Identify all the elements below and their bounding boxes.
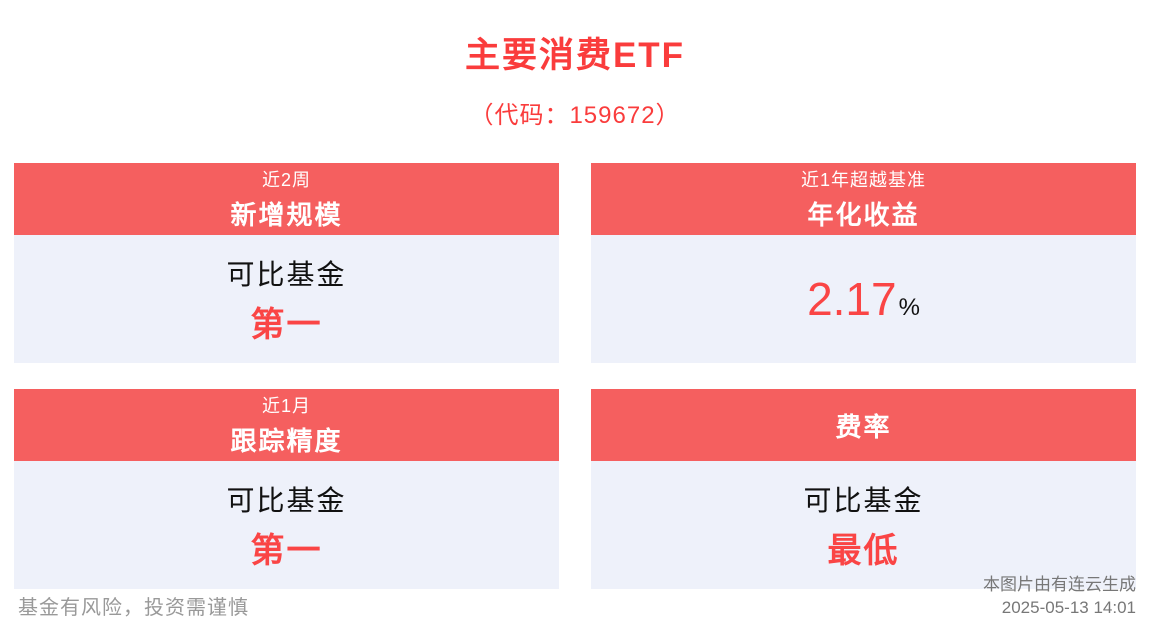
card-tracking-precision-period: 近1月 bbox=[261, 396, 311, 416]
card-new-scale-metric: 新增规模 bbox=[230, 200, 343, 230]
card-annualized-return-metric: 年化收益 bbox=[807, 200, 920, 230]
card-new-scale-header: 近2周 新增规模 bbox=[14, 163, 559, 235]
card-annualized-return-header: 近1年超越基准 年化收益 bbox=[591, 163, 1136, 235]
card-tracking-precision-compare-label: 可比基金 bbox=[226, 484, 347, 516]
card-new-scale: 近2周 新增规模 可比基金 第一 bbox=[14, 163, 559, 363]
fund-code-subtitle: （代码：159672） bbox=[469, 102, 681, 129]
card-new-scale-period: 近2周 bbox=[261, 170, 311, 190]
generation-credits: 本图片由有连云生成 2025-05-13 14:01 bbox=[983, 574, 1136, 620]
risk-disclaimer: 基金有风险，投资需谨慎 bbox=[18, 597, 249, 619]
generation-source: 本图片由有连云生成 bbox=[983, 575, 1136, 595]
card-tracking-precision-header: 近1月 跟踪精度 bbox=[14, 389, 559, 461]
card-new-scale-compare-label: 可比基金 bbox=[226, 258, 347, 290]
stats-grid: 近2周 新增规模 可比基金 第一 近1年超越基准 年化收益 2.17 % bbox=[0, 163, 1150, 589]
generation-timestamp: 2025-05-13 14:01 bbox=[1001, 598, 1136, 618]
card-tracking-precision-rank: 第一 bbox=[250, 531, 323, 570]
card-fee-rate-compare-label: 可比基金 bbox=[803, 484, 924, 516]
infographic-page: 主要消费ETF （代码：159672） 近2周 新增规模 可比基金 第一 近1年… bbox=[0, 36, 1150, 619]
page-title: 主要消费ETF bbox=[464, 36, 686, 75]
card-tracking-precision: 近1月 跟踪精度 可比基金 第一 bbox=[14, 389, 559, 589]
card-annualized-return: 近1年超越基准 年化收益 2.17 % bbox=[591, 163, 1136, 363]
card-tracking-precision-metric: 跟踪精度 bbox=[230, 426, 343, 456]
card-annualized-return-body: 2.17 % bbox=[591, 235, 1136, 363]
card-annualized-return-period: 近1年超越基准 bbox=[800, 170, 926, 190]
card-new-scale-rank: 第一 bbox=[250, 305, 323, 344]
card-fee-rate-rank: 最低 bbox=[827, 531, 900, 570]
annualized-return-unit: % bbox=[898, 294, 920, 321]
annualized-return-value: 2.17 bbox=[807, 273, 897, 325]
card-tracking-precision-body: 可比基金 第一 bbox=[14, 461, 559, 589]
card-fee-rate-metric: 费率 bbox=[835, 411, 892, 442]
card-fee-rate-body: 可比基金 最低 bbox=[591, 461, 1136, 589]
annualized-return-value-row: 2.17 % bbox=[807, 272, 920, 326]
footer: 基金有风险，投资需谨慎 本图片由有连云生成 2025-05-13 14:01 bbox=[18, 574, 1136, 620]
card-new-scale-body: 可比基金 第一 bbox=[14, 235, 559, 363]
card-fee-rate: 费率 可比基金 最低 bbox=[591, 389, 1136, 589]
card-fee-rate-header: 费率 bbox=[591, 389, 1136, 461]
